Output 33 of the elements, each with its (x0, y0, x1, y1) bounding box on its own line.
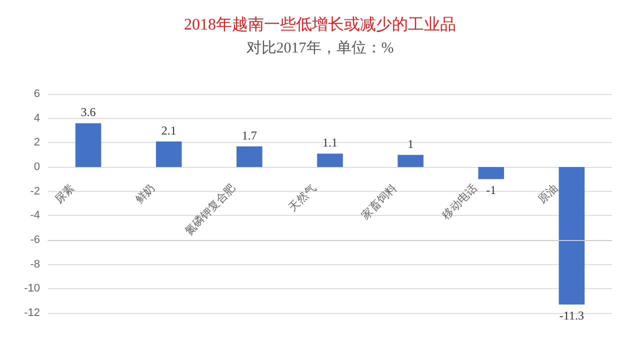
data-label: 1.7 (242, 128, 257, 142)
y-tick-label: 4 (34, 112, 40, 124)
data-label: 3.6 (80, 105, 96, 120)
bar (478, 167, 504, 180)
y-tick-label: 6 (34, 88, 40, 100)
y-tick-label: -10 (24, 282, 40, 295)
data-label: 2.1 (161, 123, 176, 138)
bar (317, 154, 343, 167)
y-tick-label: 2 (34, 136, 40, 149)
chart-subtitle: 对比2017年，单位：% (246, 40, 394, 56)
x-tick-label: 家畜饲料 (358, 182, 400, 222)
bar (75, 123, 102, 167)
data-label: 1 (408, 136, 414, 151)
chart-title: 2018年越南一些低增长或减少的工业品 (184, 16, 456, 34)
x-tick-label: 鲜奶 (134, 182, 158, 206)
bar (236, 146, 262, 167)
y-tick-label: -2 (30, 185, 40, 198)
x-tick-label: 原油 (536, 182, 560, 206)
bar (156, 141, 182, 167)
y-tick-label: -4 (30, 210, 40, 222)
data-label: -1 (486, 183, 496, 198)
x-tick-label: 移动电话 (440, 182, 480, 222)
x-tick-label: 尿素 (52, 182, 77, 206)
bar (558, 167, 585, 304)
y-tick-label: -8 (30, 258, 40, 270)
bar (398, 154, 424, 167)
y-tick-label: -6 (30, 234, 40, 246)
data-label: 1.1 (322, 136, 338, 150)
y-tick-label: -12 (24, 307, 40, 319)
x-tick-label: 天然气 (286, 182, 319, 214)
data-label: -11.3 (559, 308, 584, 322)
x-tick-label: 氮磷钾复合肥 (182, 182, 238, 238)
y-tick-label: 0 (34, 161, 40, 173)
